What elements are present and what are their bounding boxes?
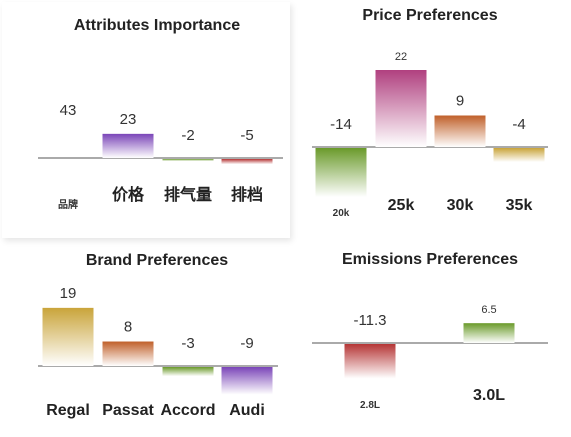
attributes-chart: Attributes Importance 43 品牌 23 价格 -2 排气量 -5 排档 [38, 17, 283, 211]
brand-category-label-0: Regal [46, 402, 90, 419]
brand-value-label-0: 19 [60, 285, 77, 302]
price-value-label-1: 22 [395, 51, 407, 63]
attributes-category-label-1: 价格 [112, 185, 145, 204]
emissions-category-label-1: 3.0L [473, 387, 505, 404]
price-bar-0 [315, 148, 367, 197]
price-chart: Price Preferences -14 20k 22 25k 9 30k -4 35k [312, 7, 548, 219]
attributes-category-label-3: 排档 [231, 185, 263, 204]
attributes-bar-1 [102, 133, 154, 158]
price-category-label-2: 30k [447, 197, 474, 214]
attributes-category-label-0: 品牌 [58, 198, 78, 211]
attributes-value-label-3: -5 [240, 127, 253, 144]
brand-bar-1 [102, 341, 154, 366]
price-value-label-2: 9 [456, 93, 464, 110]
attributes-bar-3 [221, 159, 273, 165]
brand-bar-2 [162, 367, 214, 377]
price-value-label-0: -14 [330, 116, 352, 133]
price-category-label-1: 25k [388, 197, 415, 214]
brand-value-label-3: -9 [240, 335, 253, 352]
emissions-category-label-0: 2.8L [360, 400, 380, 411]
emissions-chart: Emissions Preferences -11.3 2.8L 6.5 3.0L [312, 251, 548, 411]
attributes-title: Attributes Importance [74, 17, 240, 34]
emissions-bar-0 [344, 344, 396, 379]
price-bar-2 [434, 115, 486, 147]
emissions-value-label-0: -11.3 [353, 312, 386, 329]
emissions-bar-1 [463, 323, 515, 343]
emissions-value-label-1: 6.5 [481, 304, 496, 316]
brand-value-label-1: 8 [124, 319, 132, 336]
attributes-panel-card [2, 2, 290, 238]
attributes-value-label-1: 23 [120, 111, 137, 128]
price-category-label-0: 20k [333, 208, 350, 219]
price-bar-1 [375, 70, 427, 147]
brand-bar-0 [42, 307, 94, 366]
brand-value-label-2: -3 [181, 335, 194, 352]
attributes-category-label-2: 排气量 [164, 185, 212, 204]
price-category-label-3: 35k [506, 197, 533, 214]
brand-category-label-1: Passat [102, 402, 154, 419]
brand-chart: Brand Preferences 19 Regal 8 Passat -3 Accord -… [38, 252, 278, 419]
brand-bar-3 [221, 367, 273, 395]
price-value-label-3: -4 [512, 116, 525, 133]
attributes-bar-2 [162, 159, 214, 162]
price-title: Price Preferences [362, 7, 497, 24]
attributes-value-label-2: -2 [181, 127, 194, 144]
brand-title: Brand Preferences [86, 252, 228, 269]
brand-category-label-3: Audi [229, 402, 265, 419]
price-bar-3 [493, 148, 545, 162]
emissions-title: Emissions Preferences [342, 251, 518, 268]
attributes-value-label-0: 43 [60, 102, 77, 119]
brand-category-label-2: Accord [160, 402, 215, 419]
